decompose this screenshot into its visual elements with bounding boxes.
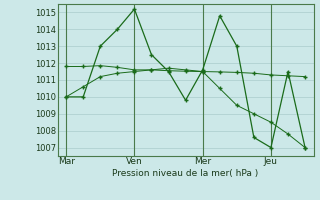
X-axis label: Pression niveau de la mer( hPa ): Pression niveau de la mer( hPa ) [112, 169, 259, 178]
